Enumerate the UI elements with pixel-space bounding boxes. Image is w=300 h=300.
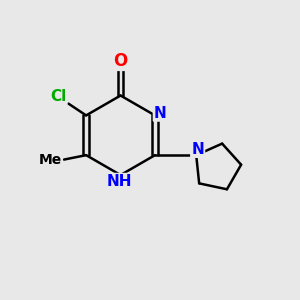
Text: Me: Me: [38, 153, 61, 166]
Text: Cl: Cl: [50, 89, 66, 104]
Text: NH: NH: [106, 174, 132, 189]
Text: N: N: [191, 142, 204, 157]
Text: O: O: [113, 52, 128, 70]
Text: N: N: [154, 106, 167, 121]
